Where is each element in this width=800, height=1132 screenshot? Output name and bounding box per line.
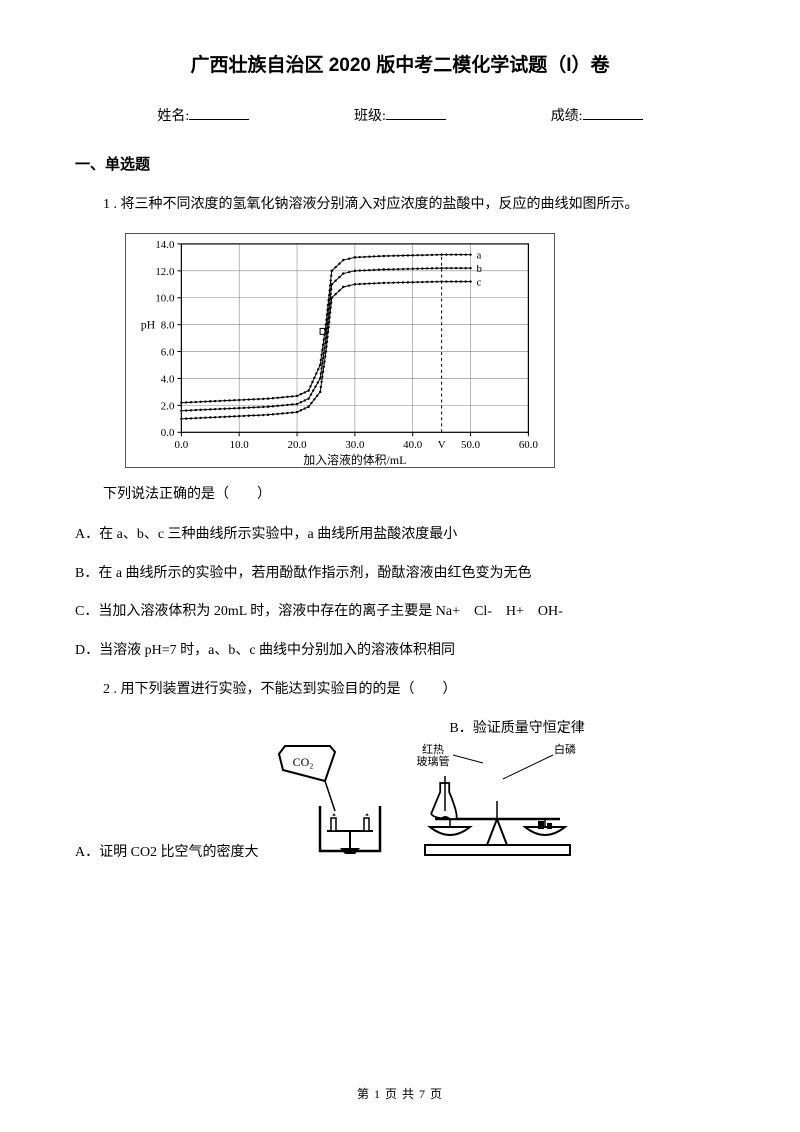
q2-fig-b: B．验证质量守恒定律 红热玻璃管 白磷 xyxy=(405,717,590,861)
svg-text:V: V xyxy=(438,439,446,451)
class-label: 班级: xyxy=(354,105,386,125)
name-label: 姓名: xyxy=(157,105,189,125)
svg-text:8.0: 8.0 xyxy=(161,319,175,331)
svg-text:pH: pH xyxy=(141,317,156,331)
svg-text:10.0: 10.0 xyxy=(155,292,175,304)
page-title: 广西壮族自治区 2020 版中考二模化学试题（I）卷 xyxy=(75,50,725,77)
svg-text:14.0: 14.0 xyxy=(155,238,175,250)
q1-stem: 1 . 将三种不同浓度的氢氧化钠溶液分别滴入对应浓度的盐酸中，反应的曲线如图所示… xyxy=(103,192,725,219)
page-footer: 第 1 页 共 7 页 xyxy=(0,1085,800,1102)
svg-text:40.0: 40.0 xyxy=(403,439,423,451)
q1-option-d: D．当溶液 pH=7 时，a、b、c 曲线中分别加入的溶液体积相同 xyxy=(75,638,725,665)
name-field: 姓名: xyxy=(157,105,249,125)
svg-text:红热: 红热 xyxy=(422,743,444,756)
class-blank xyxy=(386,106,446,120)
q2-optB-label: B．验证质量守恒定律 xyxy=(445,717,590,737)
svg-text:30.0: 30.0 xyxy=(345,439,365,451)
svg-text:0.0: 0.0 xyxy=(175,439,189,451)
svg-text:a: a xyxy=(476,249,481,261)
name-blank xyxy=(189,106,249,120)
svg-text:白磷: 白磷 xyxy=(554,742,576,756)
info-row: 姓名: 班级: 成绩: xyxy=(75,105,725,125)
svg-text:0.0: 0.0 xyxy=(161,427,175,439)
svg-text:玻璃管: 玻璃管 xyxy=(416,754,449,768)
q1-option-c: C．当加入溶液体积为 20mL 时，溶液中存在的离子主要是 Na+ Cl- H+… xyxy=(75,599,725,626)
svg-text:4.0: 4.0 xyxy=(161,373,175,385)
svg-text:12.0: 12.0 xyxy=(155,265,175,277)
svg-text:6.0: 6.0 xyxy=(161,346,175,358)
svg-text:10.0: 10.0 xyxy=(230,439,250,451)
q2-stem: 2 . 用下列装置进行实验，不能达到实验目的的是（ ） xyxy=(103,677,725,704)
svg-text:加入溶液的体积/mL: 加入溶液的体积/mL xyxy=(303,453,406,467)
svg-text:2.0: 2.0 xyxy=(161,400,175,412)
score-field: 成绩: xyxy=(551,105,643,125)
q2-optA-label: A．证明 CO2 比空气的密度大 xyxy=(75,841,259,861)
q1-after: 下列说法正确的是（ ） xyxy=(103,482,725,509)
q2-figA-img: CO₂ xyxy=(265,736,395,861)
q1-option-a: A．在 a、b、c 三种曲线所示实验中，a 曲线所用盐酸浓度最小 xyxy=(75,522,725,549)
class-field: 班级: xyxy=(354,105,446,125)
svg-text:50.0: 50.0 xyxy=(461,439,481,451)
section-heading: 一、单选题 xyxy=(75,153,725,174)
svg-text:60.0: 60.0 xyxy=(519,439,539,451)
q2-fig-a: A．证明 CO2 比空气的密度大 CO₂ xyxy=(75,736,395,861)
svg-text:b: b xyxy=(476,263,482,275)
score-label: 成绩: xyxy=(551,105,583,125)
svg-text:c: c xyxy=(476,276,481,288)
q2-figures: A．证明 CO2 比空气的密度大 CO₂ B．验证质量守恒定律 红热玻璃管 白磷 xyxy=(75,717,725,861)
q1-option-b: B．在 a 曲线所示的实验中，若用酚酞作指示剂，酚酞溶液由红色变为无色 xyxy=(75,561,725,588)
svg-text:CO₂: CO₂ xyxy=(292,755,313,769)
q2-figB-img: 红热玻璃管 白磷 xyxy=(405,741,590,861)
svg-text:20.0: 20.0 xyxy=(288,439,308,451)
score-blank xyxy=(583,106,643,120)
ph-chart: 0.0 2.0 4.0 6.0 8.0 10.0 12.0 14.0 0.0 10.0 20.0 30… xyxy=(125,233,555,468)
